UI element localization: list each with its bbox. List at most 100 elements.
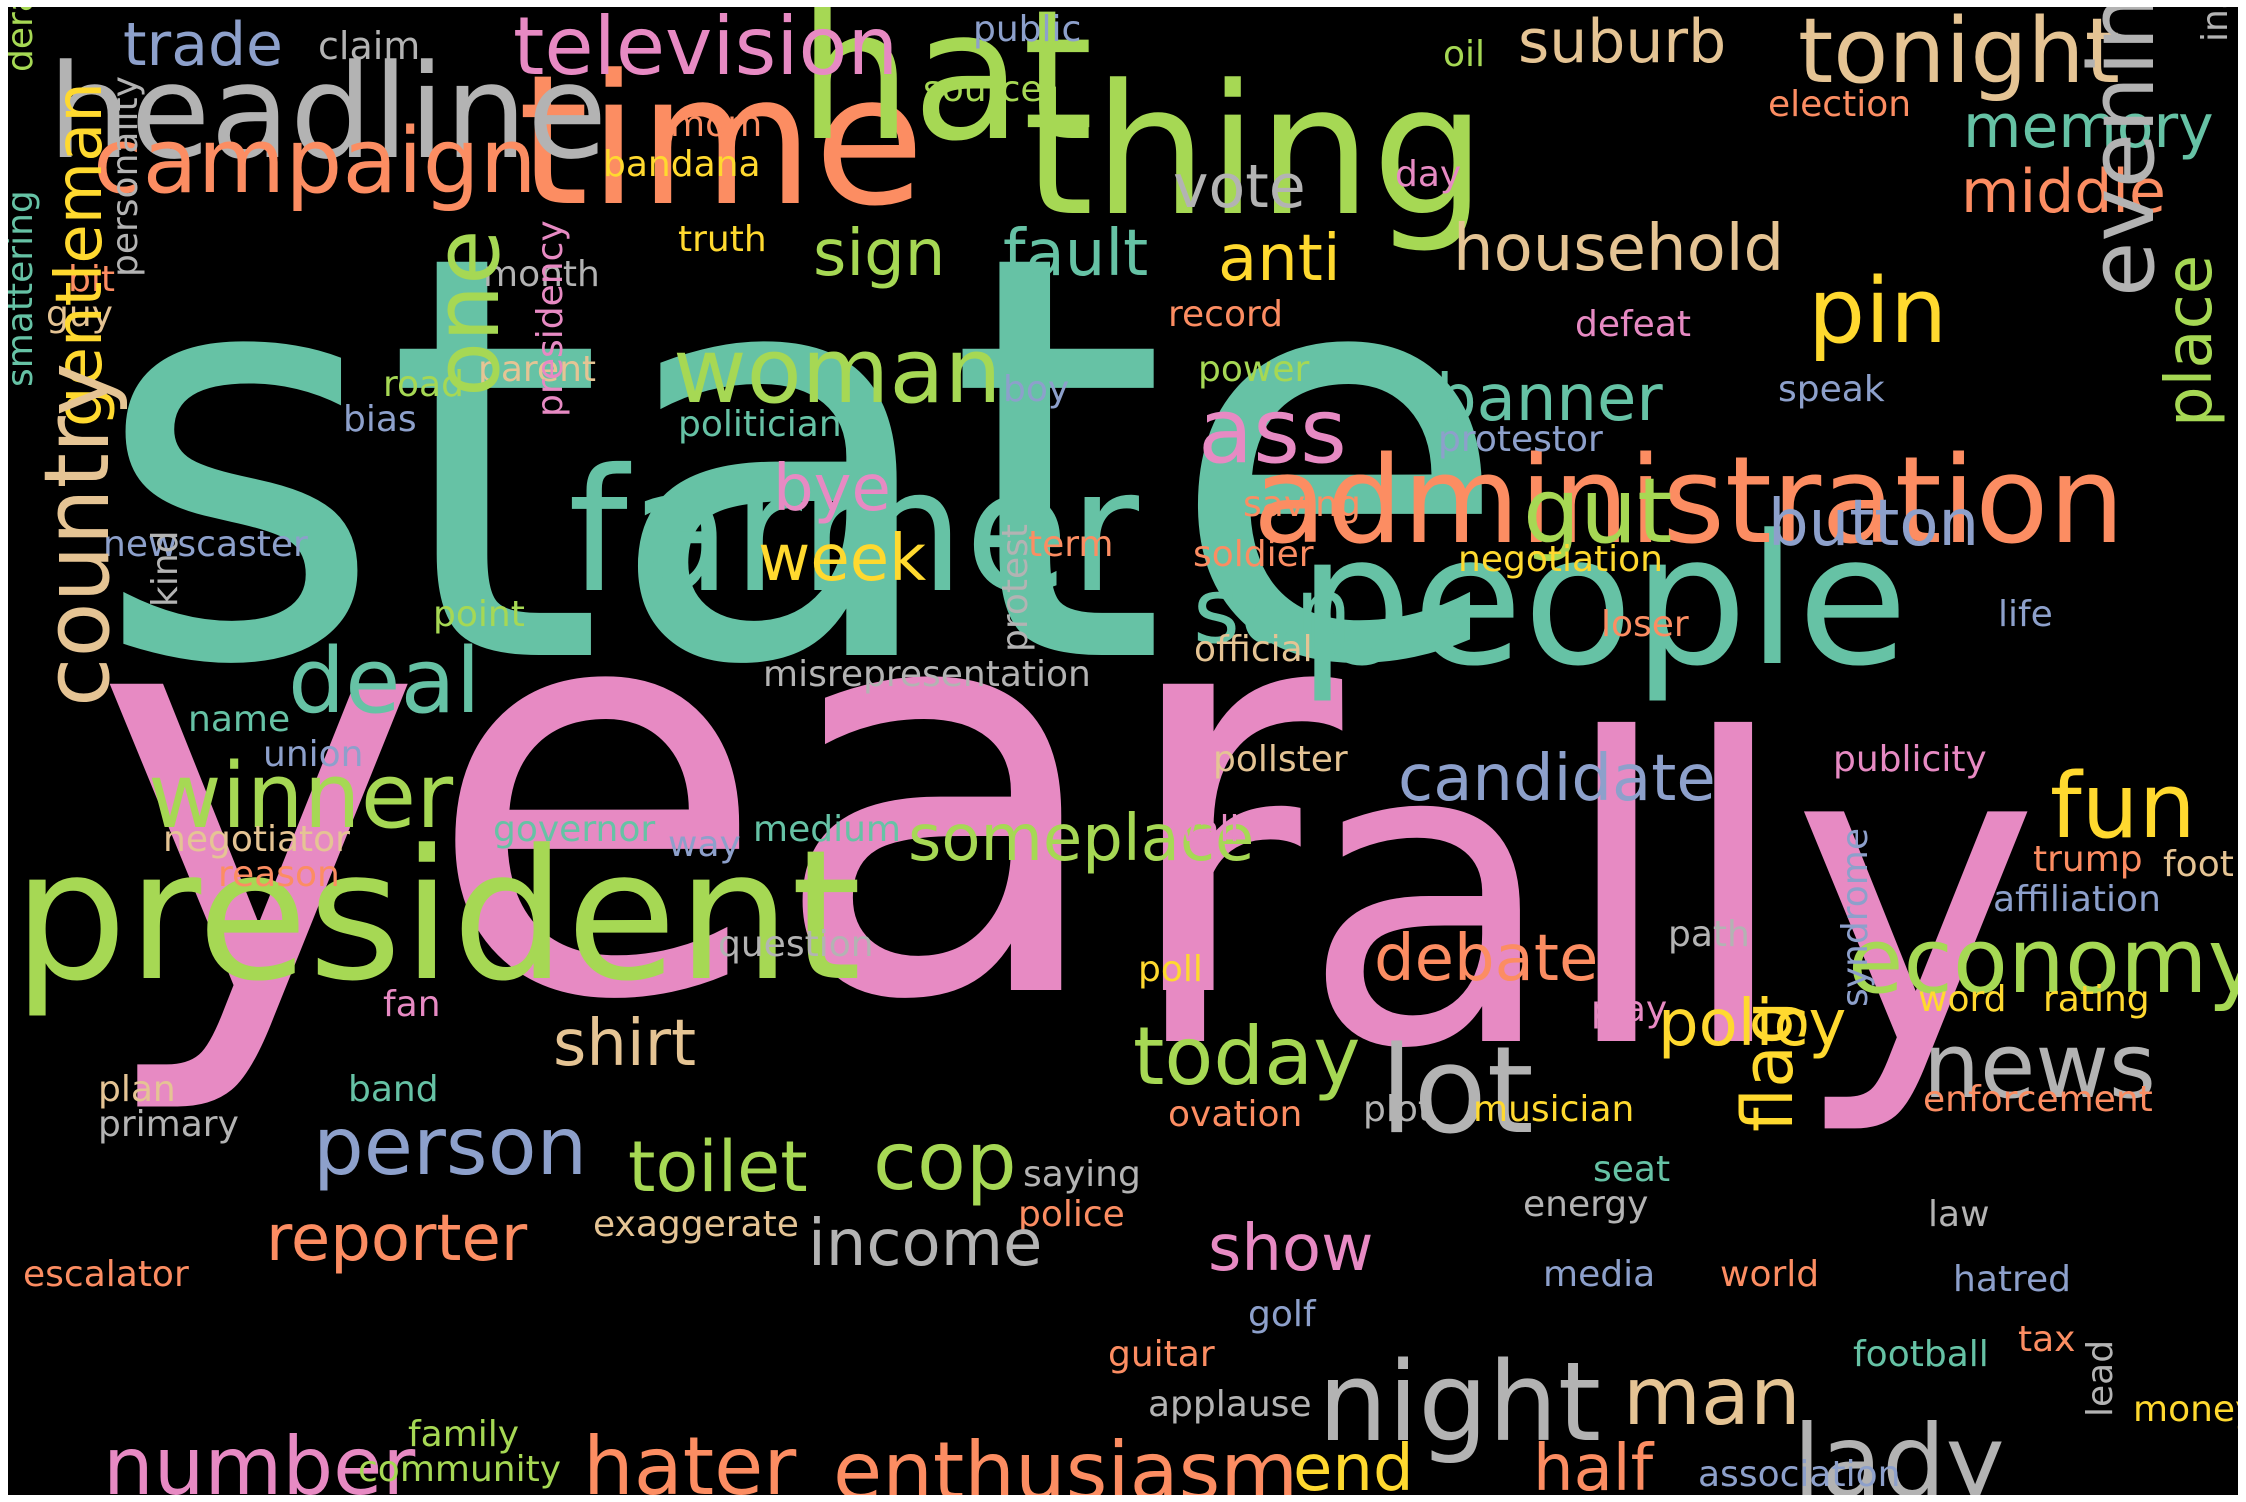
word-saying: saying <box>1023 1154 1141 1195</box>
word-enforcement: enforcement <box>1923 1079 2153 1120</box>
word-debate: debate <box>1374 922 1599 996</box>
word-life: life <box>1998 594 2053 635</box>
word-soldier: soldier <box>1193 534 1314 575</box>
word-governor: governor <box>493 809 656 850</box>
word-path: path <box>1668 914 1750 955</box>
word-vote: vote <box>1173 152 1306 222</box>
word-hat: hat <box>798 7 1093 181</box>
word-shirt: shirt <box>553 1007 697 1081</box>
word-defeat: defeat <box>1575 304 1691 345</box>
word-point: point <box>433 594 525 635</box>
word-policy: policy <box>1658 987 1847 1061</box>
word-show: show <box>1208 1212 1374 1286</box>
word-band: band <box>348 1069 439 1110</box>
word-affiliation: affiliation <box>1993 879 2161 920</box>
word-protest: protest <box>995 523 1036 652</box>
word-fan: fan <box>383 984 441 1025</box>
word-flag: flag <box>1727 1000 1809 1132</box>
word-month: month <box>483 254 600 295</box>
word-politician: politician <box>678 404 842 445</box>
word-cloud: state year rally time hat thing president peopl… <box>8 7 2238 1495</box>
word-claim: claim <box>318 24 421 68</box>
word-community: community <box>358 1449 562 1490</box>
word-rating: rating <box>2043 979 2150 1020</box>
word-play: play <box>1591 989 1668 1030</box>
word-media: media <box>1543 1254 1656 1295</box>
word-suburb: suburb <box>1518 7 1727 77</box>
word-plot: plot <box>1363 1089 1432 1130</box>
word-someplace: someplace <box>908 802 1255 876</box>
word-mom: mom <box>670 104 763 145</box>
word-son: son <box>1193 559 1352 664</box>
word-presidency: presidency <box>530 220 571 417</box>
word-household: household <box>1453 212 1785 286</box>
word-headline: headline <box>48 36 608 188</box>
word-income: income <box>808 1207 1043 1281</box>
word-negotiation: negotiation <box>1458 539 1663 580</box>
word-president: president <box>13 812 862 1021</box>
word-middle: middle <box>1961 157 2166 227</box>
word-one: one <box>415 229 520 397</box>
word-musician: musician <box>1473 1089 1635 1130</box>
word-pin: pin <box>1808 259 1948 364</box>
word-bias: bias <box>343 399 417 440</box>
word-hatred: hatred <box>1953 1259 2072 1300</box>
word-medium: medium <box>753 809 901 850</box>
word-plan: plan <box>98 1069 176 1110</box>
word-kind: kind <box>145 530 186 607</box>
word-banner: banner <box>1436 362 1663 436</box>
word-term: term <box>1028 524 1114 565</box>
word-state: state <box>93 136 1512 788</box>
word-economy: economy <box>1848 909 2238 1014</box>
word-money: money <box>2133 1389 2238 1430</box>
word-smattering: smattering <box>8 190 41 387</box>
word-primary: primary <box>98 1104 239 1145</box>
word-escalator: escalator <box>23 1254 189 1295</box>
word-memory: memory <box>1963 92 2214 162</box>
word-bandana: bandana <box>603 144 761 185</box>
word-saving: saving <box>1243 484 1361 525</box>
word-name: name <box>188 699 291 740</box>
word-thing: thing <box>1023 47 1487 256</box>
word-sign: sign <box>813 217 946 291</box>
word-wall: wall <box>1168 809 1240 850</box>
word-negotiator: negotiator <box>163 819 350 860</box>
word-anti: anti <box>1218 222 1341 296</box>
word-year: year <box>93 471 1343 1123</box>
word-campaign: campaign <box>93 109 537 214</box>
word-energy: energy <box>1523 1184 1649 1225</box>
word-world: world <box>1720 1254 1820 1295</box>
word-official: official <box>1194 629 1313 670</box>
word-publicity: publicity <box>1833 739 1987 780</box>
word-administration: administration <box>1253 432 2125 571</box>
word-ovation: ovation <box>1168 1094 1303 1135</box>
word-election: election <box>1768 84 1912 125</box>
word-pollster: pollster <box>1213 739 1348 780</box>
word-boy: boy <box>1003 369 1070 410</box>
word-reporter: reporter <box>266 1202 528 1276</box>
word-today: today <box>1133 1010 1361 1103</box>
word-enthusiasm: enthusiasm <box>833 1425 1299 1496</box>
word-misrepresentation: misrepresentation <box>763 654 1091 695</box>
word-way: way <box>668 824 741 865</box>
word-week: week <box>758 522 927 596</box>
word-cop: cop <box>873 1115 1017 1208</box>
word-newscaster: newscaster <box>103 524 308 565</box>
word-lot: lot <box>1380 1022 1534 1161</box>
word-number: number <box>103 1420 416 1496</box>
word-instinct: instinct <box>2195 7 2236 42</box>
word-bit: bit <box>68 259 115 300</box>
word-lead: lead <box>2080 1339 2121 1417</box>
word-end: end <box>1293 1432 1414 1495</box>
word-police: police <box>1018 1194 1125 1235</box>
word-time: time <box>518 37 925 246</box>
word-day: day <box>1395 154 1462 195</box>
word-fun: fun <box>2050 754 2196 859</box>
word-ass: ass <box>1198 379 1347 484</box>
word-public: public <box>973 9 1082 50</box>
word-television: television <box>513 7 899 93</box>
word-union: union <box>263 734 364 775</box>
word-oil: oil <box>1443 34 1486 75</box>
word-news: news <box>1923 1014 2156 1119</box>
